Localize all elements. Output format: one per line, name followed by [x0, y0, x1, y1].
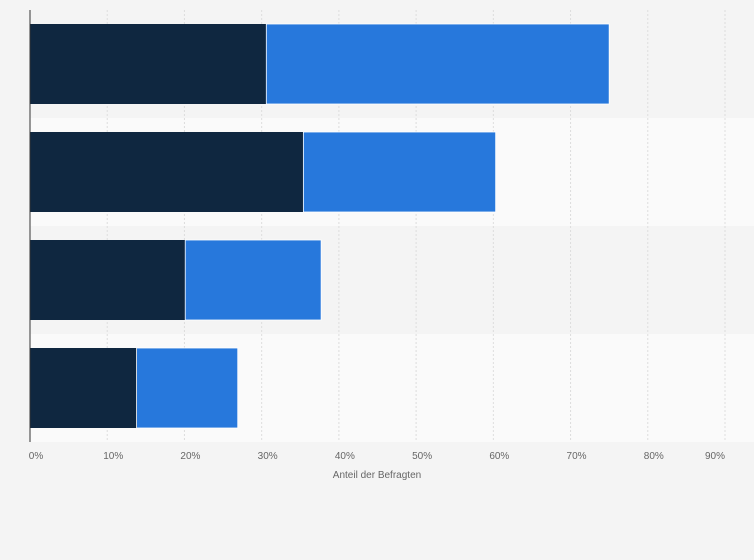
- bar-segment: [302, 131, 497, 213]
- x-tick-label: 80%: [644, 451, 664, 462]
- x-tick-label: 0%: [29, 451, 44, 462]
- x-tick-label: 60%: [489, 451, 509, 462]
- bar-segment: [136, 347, 239, 429]
- x-tick-label: 40%: [335, 451, 355, 462]
- x-tick-label: 30%: [258, 451, 278, 462]
- x-tick-label: 10%: [103, 451, 123, 462]
- bar-segment: [30, 24, 267, 104]
- bar-segment: [184, 239, 322, 321]
- bar-segment: [30, 132, 304, 212]
- bar-segment: [30, 348, 137, 428]
- x-tick-label: 90%: [705, 451, 725, 462]
- bars: [30, 23, 610, 429]
- bar-segment: [30, 240, 186, 320]
- x-axis-title: Anteil der Befragten: [333, 470, 421, 481]
- x-tick-label: 20%: [180, 451, 200, 462]
- bar-segment: [265, 23, 610, 105]
- x-tick-labels: 0% 10% 20% 30% 40% 50% 60% 70% 80% 90%: [29, 451, 725, 462]
- x-tick-label: 50%: [412, 451, 432, 462]
- x-tick-label: 70%: [567, 451, 587, 462]
